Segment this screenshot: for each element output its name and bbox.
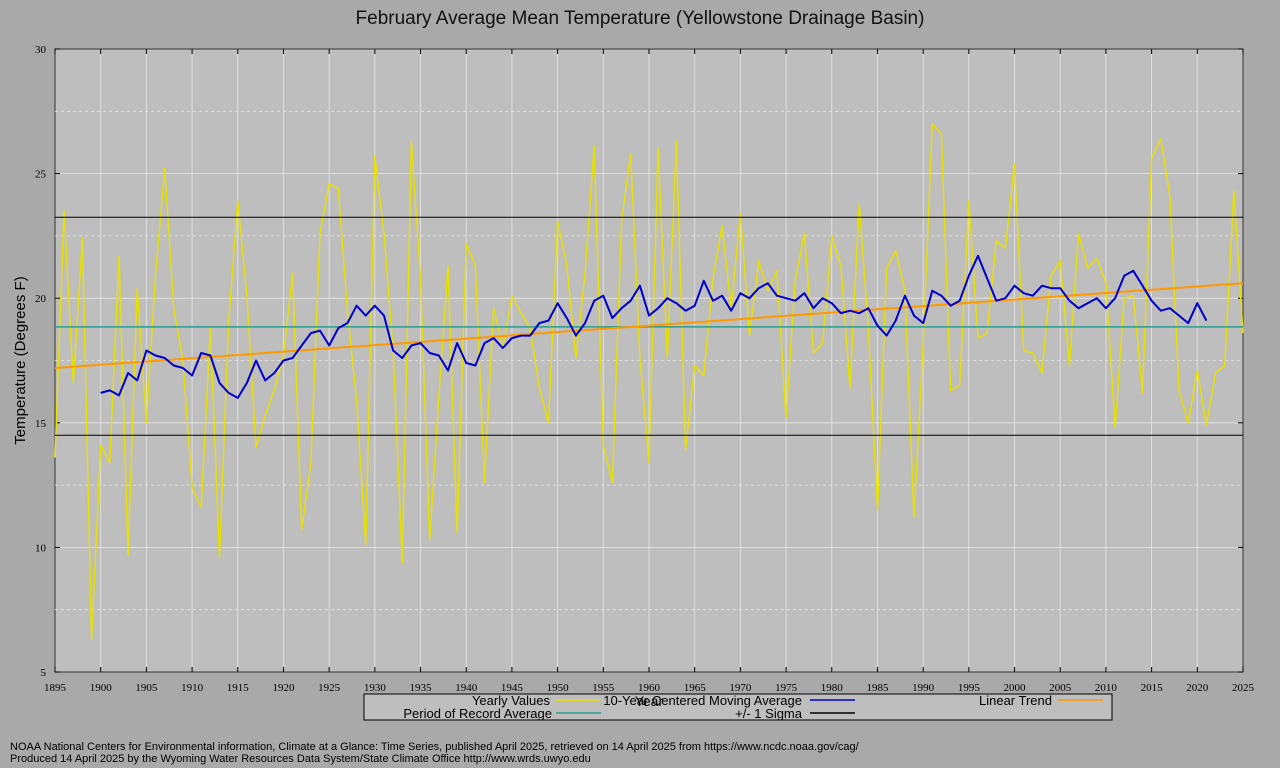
x-tick-label: 2010 [1095, 682, 1118, 694]
x-tick-label: 2000 [1004, 682, 1027, 694]
series-layer [54, 123, 1244, 641]
grid-lines [55, 49, 1243, 672]
legend: Year Yearly Values 10-Year Centered Moving… [363, 693, 1113, 721]
x-tick-label: 1935 [410, 682, 433, 694]
x-tick-label: 1990 [912, 682, 935, 694]
x-tick-label: 1930 [364, 682, 387, 694]
x-tick-label: 1980 [821, 682, 844, 694]
yearly-values-line [54, 123, 1244, 641]
y-tick-label: 30 [35, 44, 47, 56]
x-tick-label: 1960 [638, 682, 661, 694]
legend-record-average-label: Period of Record Average [403, 706, 552, 721]
x-tick-label: 1895 [44, 682, 67, 694]
footer-producer-line: Produced 14 April 2025 by the Wyoming Wa… [10, 753, 591, 765]
footer-source-line: NOAA National Centers for Environmental … [10, 741, 859, 753]
x-tick-label: 2025 [1232, 682, 1255, 694]
legend-sigma-label: +/- 1 Sigma [735, 706, 803, 721]
linear-trend-line [54, 282, 1244, 369]
x-tick-label: 1945 [501, 682, 524, 694]
chart-title: February Average Mean Temperature (Yello… [355, 8, 925, 29]
x-tick-label: 1915 [227, 682, 250, 694]
x-tick-label: 1910 [181, 682, 204, 694]
x-tick-label: 1975 [775, 682, 798, 694]
legend-moving-average-label: 10-Year Centered Moving Average [603, 693, 802, 708]
x-tick-label: 2020 [1186, 682, 1209, 694]
x-tick-label: 1950 [547, 682, 570, 694]
y-tick-label: 20 [35, 293, 47, 305]
axis-ticks [54, 48, 1244, 673]
legend-yearly-values-label: Yearly Values [472, 693, 551, 708]
x-tick-label: 2015 [1141, 682, 1164, 694]
legend-box [363, 693, 1113, 721]
x-axis-label: Year [635, 693, 664, 709]
x-tick-label: 1905 [135, 682, 158, 694]
x-tick-label: 1940 [455, 682, 478, 694]
y-tick-label: 15 [35, 418, 47, 430]
x-tick-label: 2005 [1049, 682, 1072, 694]
y-axis-label: Temperature (Degrees F) [12, 276, 29, 444]
legend-linear-trend-label: Linear Trend [979, 693, 1052, 708]
x-tick-label: 1995 [958, 682, 981, 694]
y-tick-label: 5 [41, 667, 47, 679]
x-tick-label: 1900 [90, 682, 113, 694]
y-tick-label: 25 [35, 169, 47, 181]
x-tick-label: 1985 [866, 682, 889, 694]
x-tick-label: 1955 [592, 682, 615, 694]
x-tick-label: 1925 [318, 682, 341, 694]
x-tick-label: 1920 [272, 682, 295, 694]
x-tick-label: 1965 [684, 682, 707, 694]
tick-labels: 1895 1900 1905 1910 1915 1920 1925 1930 1935 1940… [35, 44, 1255, 694]
x-tick-label: 1970 [729, 682, 752, 694]
y-tick-label: 10 [35, 542, 47, 554]
moving-average-line [100, 254, 1208, 399]
